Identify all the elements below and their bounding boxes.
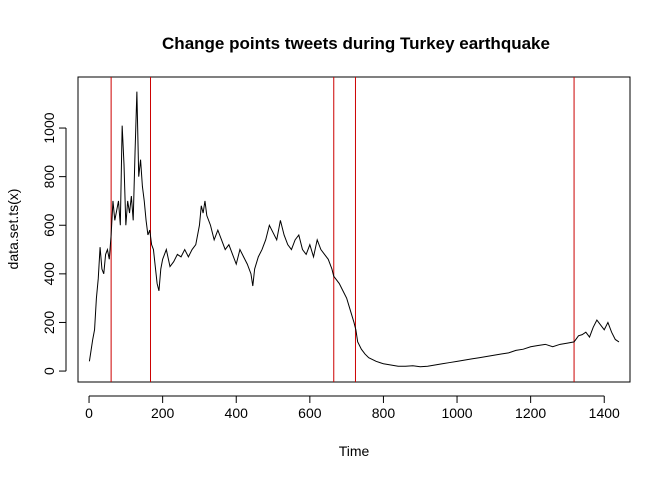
y-tick-label: 200 — [41, 311, 57, 335]
y-tick-label: 400 — [41, 262, 57, 286]
y-axis-label: data.set.ts(x) — [5, 189, 21, 270]
x-tick-label: 0 — [85, 405, 93, 421]
x-tick-label: 600 — [298, 405, 322, 421]
changepoint-lines — [110, 77, 575, 382]
x-axis-label: Time — [339, 443, 370, 459]
chart-title: Change points tweets during Turkey earth… — [162, 34, 550, 53]
x-tick-label: 1200 — [515, 405, 546, 421]
x-tick-label: 400 — [225, 405, 249, 421]
series-line — [88, 91, 620, 368]
x-tick-label: 1400 — [589, 405, 620, 421]
x-tick-label: 1000 — [441, 405, 472, 421]
y-axis: 0 200 400 600 800 1000 — [41, 112, 67, 375]
y-tick-label: 800 — [41, 165, 57, 189]
x-tick-label: 200 — [151, 405, 175, 421]
plot-frame — [77, 76, 631, 383]
x-tick-label: 800 — [372, 405, 396, 421]
x-axis: 0 200 400 600 800 1000 1200 1400 — [85, 395, 620, 421]
y-tick-label: 1000 — [41, 112, 57, 143]
y-tick-label: 600 — [41, 213, 57, 237]
y-tick-label: 0 — [41, 367, 57, 375]
